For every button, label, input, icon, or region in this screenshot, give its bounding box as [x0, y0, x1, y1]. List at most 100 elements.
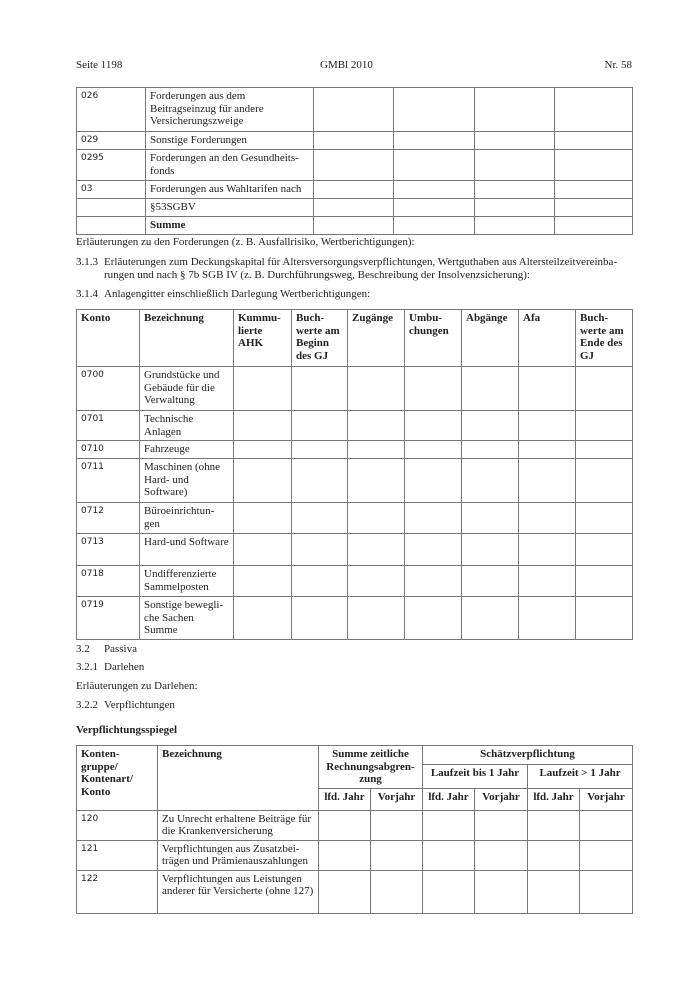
- account-label: Hard-und Software: [139, 533, 234, 566]
- value-cell[interactable]: [461, 410, 519, 441]
- value-cell[interactable]: [233, 565, 292, 597]
- value-cell[interactable]: [291, 533, 348, 566]
- value-cell[interactable]: [474, 87, 555, 132]
- value-cell[interactable]: [554, 87, 633, 132]
- value-cell[interactable]: [461, 458, 519, 503]
- value-cell[interactable]: [313, 131, 394, 150]
- value-cell[interactable]: [404, 565, 462, 597]
- value-cell[interactable]: [404, 502, 462, 534]
- value-cell[interactable]: [318, 839, 371, 871]
- value-cell[interactable]: [313, 198, 394, 217]
- value-cell[interactable]: [461, 440, 519, 459]
- value-cell[interactable]: [474, 131, 555, 150]
- value-cell[interactable]: [527, 809, 580, 841]
- value-cell[interactable]: [461, 533, 519, 566]
- value-cell[interactable]: [347, 366, 405, 411]
- value-cell[interactable]: [422, 839, 475, 871]
- value-cell[interactable]: [554, 180, 633, 199]
- value-cell[interactable]: [404, 458, 462, 503]
- value-cell[interactable]: [347, 440, 405, 459]
- value-cell[interactable]: [518, 366, 576, 411]
- value-cell[interactable]: [474, 198, 555, 217]
- value-cell[interactable]: [575, 366, 633, 411]
- value-cell[interactable]: [474, 149, 555, 181]
- value-cell[interactable]: [422, 809, 475, 841]
- value-cell[interactable]: [347, 596, 405, 640]
- value-cell[interactable]: [291, 596, 348, 640]
- value-cell[interactable]: [313, 180, 394, 199]
- value-cell[interactable]: [291, 502, 348, 534]
- value-cell[interactable]: [347, 565, 405, 597]
- value-cell[interactable]: [347, 458, 405, 503]
- value-cell[interactable]: [461, 366, 519, 411]
- value-cell[interactable]: [393, 131, 475, 150]
- value-cell[interactable]: [518, 410, 576, 441]
- value-cell[interactable]: [575, 533, 633, 566]
- value-cell[interactable]: [370, 839, 423, 871]
- value-cell[interactable]: [575, 440, 633, 459]
- value-cell[interactable]: [291, 458, 348, 503]
- value-cell[interactable]: [313, 149, 394, 181]
- value-cell[interactable]: [393, 198, 475, 217]
- value-cell[interactable]: [233, 410, 292, 441]
- value-cell[interactable]: [393, 216, 475, 235]
- value-cell[interactable]: [518, 502, 576, 534]
- value-cell[interactable]: [404, 410, 462, 441]
- value-cell[interactable]: [575, 458, 633, 503]
- value-cell[interactable]: [554, 131, 633, 150]
- value-cell[interactable]: [474, 180, 555, 199]
- value-cell[interactable]: [393, 87, 475, 132]
- value-cell[interactable]: [370, 869, 423, 914]
- value-cell[interactable]: [554, 149, 633, 181]
- value-cell[interactable]: [404, 440, 462, 459]
- value-cell[interactable]: [575, 410, 633, 441]
- value-cell[interactable]: [461, 596, 519, 640]
- value-cell[interactable]: [554, 216, 633, 235]
- value-cell[interactable]: [318, 869, 371, 914]
- value-cell[interactable]: [347, 410, 405, 441]
- value-cell[interactable]: [554, 198, 633, 217]
- section-3-2: 3.2 Passiva: [76, 643, 137, 656]
- value-cell[interactable]: [527, 839, 580, 871]
- value-cell[interactable]: [518, 440, 576, 459]
- value-cell[interactable]: [575, 565, 633, 597]
- value-cell[interactable]: [291, 410, 348, 441]
- value-cell[interactable]: [518, 565, 576, 597]
- value-cell[interactable]: [393, 180, 475, 199]
- value-cell[interactable]: [233, 596, 292, 640]
- value-cell[interactable]: [461, 565, 519, 597]
- value-cell[interactable]: [575, 596, 633, 640]
- value-cell[interactable]: [474, 809, 528, 841]
- value-cell[interactable]: [474, 869, 528, 914]
- value-cell[interactable]: [422, 869, 475, 914]
- value-cell[interactable]: [233, 366, 292, 411]
- value-cell[interactable]: [474, 839, 528, 871]
- value-cell[interactable]: [233, 458, 292, 503]
- value-cell[interactable]: [313, 216, 394, 235]
- value-cell[interactable]: [291, 366, 348, 411]
- value-cell[interactable]: [233, 533, 292, 566]
- value-cell[interactable]: [518, 533, 576, 566]
- value-cell[interactable]: [575, 502, 633, 534]
- value-cell[interactable]: [474, 216, 555, 235]
- value-cell[interactable]: [578, 809, 634, 841]
- value-cell[interactable]: [347, 533, 405, 566]
- value-cell[interactable]: [347, 502, 405, 534]
- value-cell[interactable]: [404, 533, 462, 566]
- value-cell[interactable]: [313, 87, 394, 132]
- value-cell[interactable]: [318, 809, 371, 841]
- value-cell[interactable]: [291, 565, 348, 597]
- value-cell[interactable]: [518, 596, 576, 640]
- value-cell[interactable]: [527, 869, 580, 914]
- value-cell[interactable]: [393, 149, 475, 181]
- value-cell[interactable]: [233, 502, 292, 534]
- value-cell[interactable]: [518, 458, 576, 503]
- value-cell[interactable]: [233, 440, 292, 459]
- value-cell[interactable]: [461, 502, 519, 534]
- value-cell[interactable]: [291, 440, 348, 459]
- value-cell[interactable]: [404, 596, 462, 640]
- value-cell[interactable]: [404, 366, 462, 411]
- value-cell[interactable]: [578, 869, 634, 914]
- value-cell[interactable]: [370, 809, 423, 841]
- value-cell[interactable]: [578, 839, 634, 871]
